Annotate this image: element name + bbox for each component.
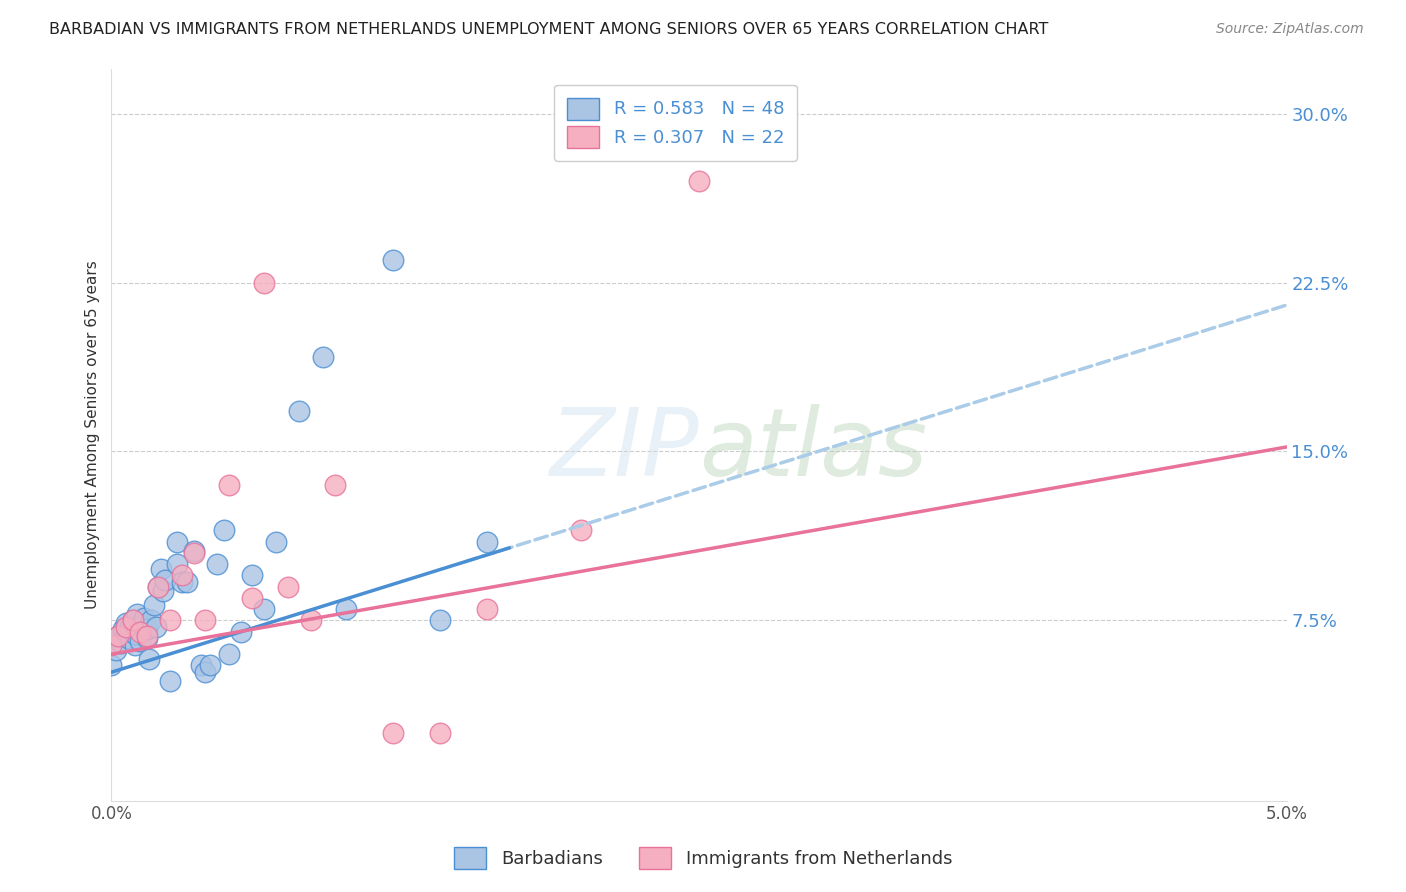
- Point: [135, 623, 157, 637]
- Point: [688, 174, 710, 188]
- Point: [429, 614, 451, 628]
- Point: [170, 575, 193, 590]
- Point: [128, 633, 150, 648]
- Point: [218, 478, 240, 492]
- Point: [155, 573, 177, 587]
- Point: [149, 561, 172, 575]
- Point: [218, 647, 240, 661]
- Point: [114, 620, 136, 634]
- Point: [100, 638, 122, 652]
- Point: [288, 404, 311, 418]
- Point: [242, 591, 264, 605]
- Point: [112, 623, 135, 637]
- Point: [229, 624, 252, 639]
- Point: [134, 611, 156, 625]
- Point: [121, 614, 143, 628]
- Point: [264, 534, 287, 549]
- Point: [183, 543, 205, 558]
- Point: [142, 598, 165, 612]
- Point: [124, 638, 146, 652]
- Point: [120, 620, 142, 634]
- Point: [148, 580, 170, 594]
- Point: [166, 534, 188, 549]
- Text: Source: ZipAtlas.com: Source: ZipAtlas.com: [1216, 22, 1364, 37]
- Point: [253, 602, 276, 616]
- Y-axis label: Unemployment Among Seniors over 65 years: Unemployment Among Seniors over 65 years: [86, 260, 100, 609]
- Text: ZIP: ZIP: [550, 404, 699, 495]
- Point: [212, 524, 235, 538]
- Point: [183, 546, 205, 560]
- Point: [194, 665, 217, 680]
- Point: [198, 658, 221, 673]
- Point: [299, 614, 322, 628]
- Point: [170, 568, 193, 582]
- Point: [159, 614, 181, 628]
- Point: [135, 632, 157, 646]
- Point: [138, 651, 160, 665]
- Point: [114, 624, 136, 639]
- Point: [121, 614, 143, 628]
- Point: [141, 614, 163, 628]
- Point: [131, 618, 153, 632]
- Point: [100, 658, 122, 673]
- Text: BARBADIAN VS IMMIGRANTS FROM NETHERLANDS UNEMPLOYMENT AMONG SENIORS OVER 65 YEAR: BARBADIAN VS IMMIGRANTS FROM NETHERLANDS…: [49, 22, 1049, 37]
- Point: [127, 607, 149, 621]
- Point: [253, 276, 276, 290]
- Point: [429, 726, 451, 740]
- Point: [105, 642, 128, 657]
- Point: [176, 575, 198, 590]
- Legend: Barbadians, Immigrants from Netherlands: Barbadians, Immigrants from Netherlands: [444, 838, 962, 879]
- Text: atlas: atlas: [699, 404, 927, 495]
- Point: [194, 614, 217, 628]
- Legend: R = 0.583   N = 48, R = 0.307   N = 22: R = 0.583 N = 48, R = 0.307 N = 22: [554, 85, 797, 161]
- Point: [159, 674, 181, 689]
- Point: [114, 615, 136, 630]
- Point: [277, 580, 299, 594]
- Point: [312, 350, 335, 364]
- Point: [117, 632, 139, 646]
- Point: [477, 602, 499, 616]
- Point: [110, 636, 132, 650]
- Point: [477, 534, 499, 549]
- Point: [135, 629, 157, 643]
- Point: [335, 602, 357, 616]
- Point: [128, 624, 150, 639]
- Point: [571, 524, 593, 538]
- Point: [145, 620, 167, 634]
- Point: [382, 252, 405, 267]
- Point: [166, 557, 188, 571]
- Point: [242, 568, 264, 582]
- Point: [190, 658, 212, 673]
- Point: [205, 557, 228, 571]
- Point: [323, 478, 346, 492]
- Point: [107, 629, 129, 643]
- Point: [148, 580, 170, 594]
- Point: [124, 627, 146, 641]
- Point: [107, 629, 129, 643]
- Point: [152, 584, 174, 599]
- Point: [382, 726, 405, 740]
